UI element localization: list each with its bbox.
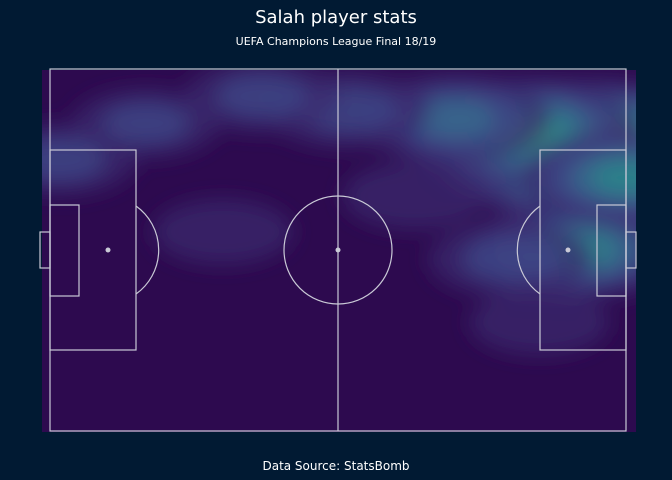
right-goal [625,231,637,269]
centre-circle [283,195,393,305]
density-peak-8-level-2 [42,137,106,182]
density-peak-9-level-1 [152,199,293,265]
left-penalty-spot [105,247,111,253]
right-penalty-arc [516,205,541,295]
right-penalty-spot [565,247,571,253]
left-goal [39,231,51,269]
density-peak-12-level-1 [342,162,487,230]
centre-spot [335,247,341,253]
chart-title: Salah player stats [255,7,417,28]
density-peak-4-level-4 [591,161,636,194]
chart-subtitle: UEFA Champions League Final 18/19 [235,35,437,48]
density-peak-10-level-2 [461,235,561,283]
density-peak-2-level-3 [411,99,496,139]
density-peak-6-level-2 [214,74,308,118]
density-peak-7-level-2 [101,102,191,145]
left-penalty-arc [135,205,160,295]
data-source-caption: Data Source: StatsBomb [262,459,410,473]
